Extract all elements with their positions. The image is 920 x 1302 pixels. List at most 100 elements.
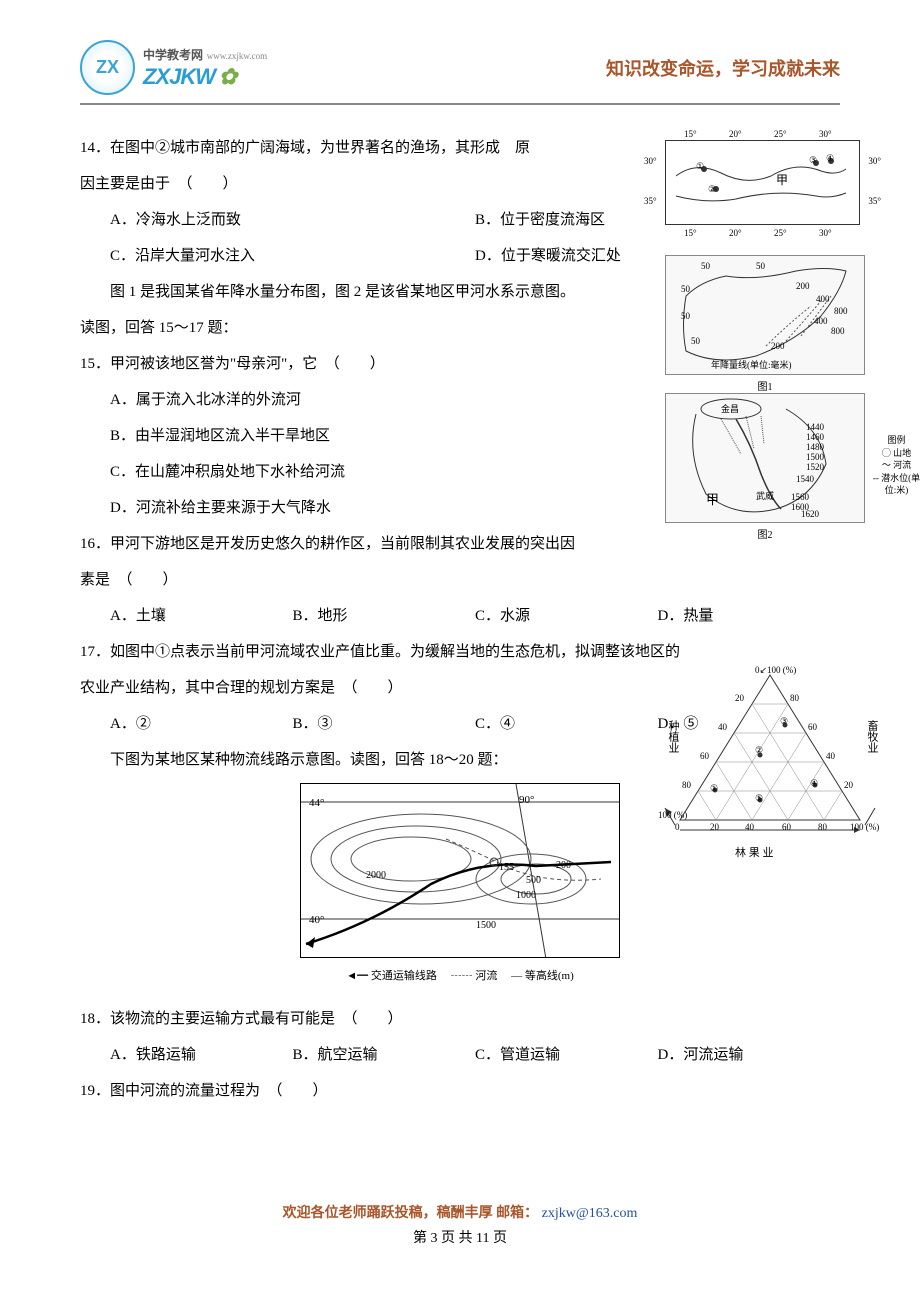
map-marker: ③ xyxy=(809,155,817,166)
triangle-axis-right: 畜牧业 xyxy=(864,720,880,753)
legend-river: ┄┄ 河流 xyxy=(451,970,498,982)
q14-optA: A．冷海水上泛而致 xyxy=(110,202,475,238)
isoline-value: 800 xyxy=(834,306,848,316)
triangle-tick: 60 xyxy=(782,822,791,832)
q16-stem: 素是 （ ） xyxy=(80,562,840,598)
elev-label: 1500 xyxy=(806,452,824,462)
elev-label: 1460 xyxy=(806,432,824,442)
lon-label: 30° xyxy=(819,129,832,139)
lon-label: 20° xyxy=(729,129,742,139)
triangle-tick: 60 xyxy=(808,722,817,732)
triangle-tick: 80 xyxy=(682,780,691,790)
legend-transport: ◄━ 交通运输线路 xyxy=(346,970,437,982)
logo-leaf-icon: ✿ xyxy=(219,64,236,89)
lat-label: 40° xyxy=(309,907,324,933)
isoline-value: 50 xyxy=(681,284,690,294)
contour-label: 2000 xyxy=(366,864,386,888)
map-label-jia: 甲 xyxy=(776,171,788,188)
lat-label: 35° xyxy=(868,196,881,206)
contour-label: 200 xyxy=(556,854,571,878)
legend-contour: — 等高线(m) xyxy=(511,970,574,982)
q16-optD: D．热量 xyxy=(658,598,841,634)
map-marker: ① xyxy=(696,161,704,172)
elev-label: 1440 xyxy=(806,422,824,432)
lon-label: 15° xyxy=(684,129,697,139)
header-slogan: 知识改变命运，学习成就未来 xyxy=(606,55,840,81)
q18-optD: D．河流运输 xyxy=(658,1037,841,1073)
q16-optA: A．土壤 xyxy=(110,598,293,634)
isoline-value: 200 xyxy=(796,281,810,291)
logo-area: ZX 中学教考网 www.zxjkw.com ZXJKW ✿ xyxy=(80,40,267,95)
q17-optC: C．④ xyxy=(475,706,658,742)
figure-map-mediterranean: 15° 20° 25° 30° 30° 30° 35° 35° 15° 20° … xyxy=(665,140,860,225)
q16-optB: B．地形 xyxy=(293,598,476,634)
q18-options: A．铁路运输 B．航空运输 C．管道运输 D．河流运输 xyxy=(80,1037,840,1073)
centerfig-legend: ◄━ 交通运输线路 ┄┄ 河流 — 等高线(m) xyxy=(290,963,630,989)
q16-stem: 16．甲河下游地区是开发历史悠久的耕作区，当前限制其农业发展的突出因 xyxy=(80,526,620,562)
isoline-value: 50 xyxy=(756,261,765,271)
footer-invite: 欢迎各位老师踊跃投稿，稿酬丰厚 邮箱： xyxy=(283,1206,539,1221)
elev-label: 1620 xyxy=(801,509,819,519)
figure1-caption: 图1 xyxy=(665,378,865,393)
triangle-tick: 40 xyxy=(826,751,835,761)
page-header: ZX 中学教考网 www.zxjkw.com ZXJKW ✿ 知识改变命运，学习… xyxy=(80,40,840,105)
map-marker: ④ xyxy=(826,153,834,164)
isoline-legend: 年降量线(单位:毫米) xyxy=(711,358,792,371)
city-label: 武威 xyxy=(756,489,774,502)
figure-group-right: 50 50 50 50 50 200 200 400 400 800 800 年… xyxy=(665,255,865,541)
triangle-point: ⑤ xyxy=(755,793,763,804)
legend-title: 图例 xyxy=(869,434,920,447)
figure-river-system: 金昌 武威 甲 1440 1460 1480 1500 1520 1540 15… xyxy=(665,393,865,523)
lat-label: 30° xyxy=(644,156,657,166)
q16-optC: C．水源 xyxy=(475,598,658,634)
triangle-point: ① xyxy=(710,783,718,794)
contour-label: 500 xyxy=(526,869,541,893)
lon-label: 25° xyxy=(774,228,787,238)
isoline-value: 400 xyxy=(814,316,828,326)
triangle-tick: 40 xyxy=(745,822,754,832)
footer-page-number: 第 3 页 共 11 页 xyxy=(0,1227,920,1247)
triangle-tick: 20 xyxy=(844,780,853,790)
intro-15-17-line1: 图 1 是我国某省年降水量分布图，图 2 是该省某地区甲河水系示意图。 xyxy=(80,274,620,310)
logo-url: www.zxjkw.com xyxy=(207,51,267,61)
elev-label: 1560 xyxy=(791,492,809,502)
triangle-point: ④ xyxy=(810,778,818,789)
city-label: 金昌 xyxy=(721,402,739,415)
legend-item: ～ 河流 xyxy=(869,459,920,472)
logo-badge: ZX xyxy=(80,40,135,95)
contour-label: 1500 xyxy=(476,914,496,938)
map-marker: ② xyxy=(708,184,716,195)
lat-label: 30° xyxy=(868,156,881,166)
triangle-tick: 0↙100 (%) xyxy=(755,665,796,676)
logo-text: 中学教考网 www.zxjkw.com ZXJKW ✿ xyxy=(143,46,267,90)
figure-logistics-map: 44° 40° 90° 2000 1500 1000 500 200 155 ◄… xyxy=(290,783,630,993)
legend-item: -- 潜水位(单位:米) xyxy=(869,472,920,497)
triangle-tick: 0 xyxy=(675,822,680,832)
lon-label: 15° xyxy=(684,228,697,238)
triangle-tick: 100 (%) xyxy=(658,810,687,820)
isoline-value: 50 xyxy=(681,311,690,321)
triangle-point: ③ xyxy=(780,716,788,727)
elev-label: 1480 xyxy=(806,442,824,452)
figure2-caption: 图2 xyxy=(665,526,865,541)
isoline-value: 50 xyxy=(691,336,700,346)
triangle-tick: 80 xyxy=(790,693,799,703)
contour-label: 155 xyxy=(499,856,514,880)
q17-optB: B．③ xyxy=(293,706,476,742)
isoline-value: 200 xyxy=(771,341,785,351)
q16-options: A．土壤 B．地形 C．水源 D．热量 xyxy=(80,598,840,634)
label-jia: 甲 xyxy=(706,489,719,508)
figure-precipitation-map: 50 50 50 50 50 200 200 400 400 800 800 年… xyxy=(665,255,865,375)
page-footer: 欢迎各位老师踊跃投稿，稿酬丰厚 邮箱： zxjkw@163.com 第 3 页 … xyxy=(0,1202,920,1247)
q18-optC: C．管道运输 xyxy=(475,1037,658,1073)
legend-item: ◯ 山地 xyxy=(869,447,920,460)
triangle-axis-left: 种植业 xyxy=(665,720,681,753)
lat-label: 35° xyxy=(644,196,657,206)
figure-triangle-chart: ① ② ③ ④ ⑤ 0↙100 (%) 种植业 畜牧业 林 果 业 20 40 … xyxy=(660,660,880,860)
logo-cn-name: 中学教考网 xyxy=(143,48,203,62)
q14-stem: 14．在图中②城市南部的广阔海域，为世界著名的渔场，其形成 原 xyxy=(80,130,620,166)
q18-optA: A．铁路运输 xyxy=(110,1037,293,1073)
q18-stem: 18．该物流的主要运输方式最有可能是 （ ） xyxy=(80,1001,840,1037)
elev-label: 1520 xyxy=(806,462,824,472)
triangle-tick: 20 xyxy=(710,822,719,832)
